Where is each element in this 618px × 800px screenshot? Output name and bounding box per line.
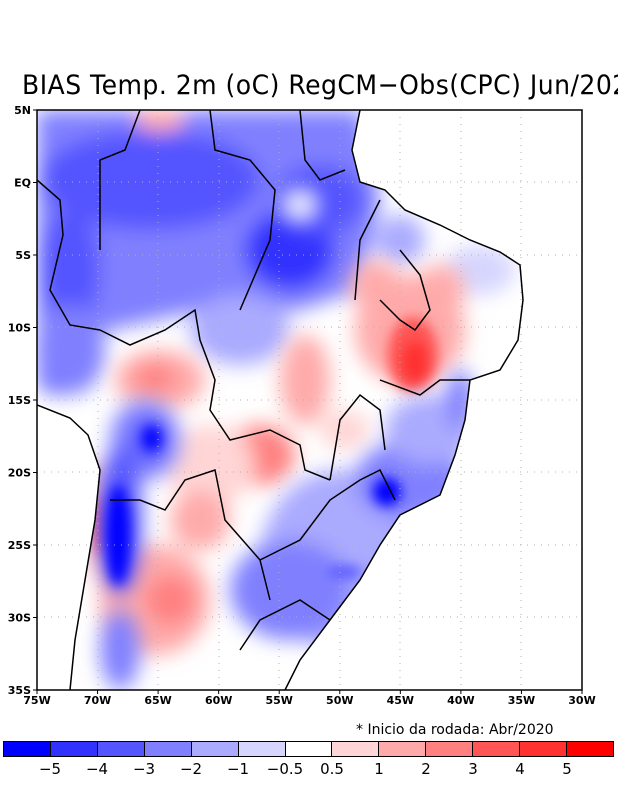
colorbar-segment [191,742,239,756]
colorbar-label: 0.5 [320,760,344,778]
grid-lines [37,110,582,690]
colorbar-segment [144,742,192,756]
colorbar-label: 5 [562,760,572,778]
y-tick-label: 20S [8,467,31,480]
anomaly-field [37,110,523,690]
colorbar-label: −5 [38,760,62,778]
colorbar-label: −0.5 [266,760,304,778]
colorbar-label: −1 [226,760,250,778]
colorbar-label: 1 [374,760,384,778]
x-tick-label: 30W [568,694,595,707]
colorbar-segment [426,742,474,756]
colorbar-segment [520,742,568,756]
colorbar-segment [97,742,145,756]
x-tick-label: 75W [23,694,50,707]
colorbar-segment [567,742,613,756]
axis-ticks: 75W 70W 65W 60W 55W 50W 45W 40W 35W 30W 5N EQ 5S 10S 1… [8,104,596,707]
y-tick-label: 5S [15,249,31,262]
colorbar-segment [332,742,380,756]
x-tick-label: 45W [387,694,414,707]
x-tick-label: 50W [326,694,353,707]
colorbar-segment [50,742,98,756]
colorbar-label: 2 [421,760,431,778]
x-tick-label: 35W [508,694,535,707]
y-tick-label: 10S [8,322,31,335]
colorbar-segment [4,742,51,756]
colorbar-label: −2 [179,760,203,778]
y-tick-label: 15S [8,394,31,407]
country-borders [37,110,524,690]
y-tick-label: 30S [8,612,31,625]
colorbar-label: −3 [132,760,156,778]
y-tick-label: 35S [8,684,31,697]
colorbar-label: 3 [468,760,478,778]
y-tick-label: 25S [8,539,31,552]
colorbar-segment [285,742,333,756]
run-start-note: * Inicio da rodada: Abr/2020 [356,722,554,738]
x-tick-label: 55W [265,694,292,707]
x-tick-label: 65W [144,694,171,707]
colorbar-segment [238,742,286,756]
colorbar-label: 4 [515,760,525,778]
x-tick-label: 60W [205,694,232,707]
x-tick-label: 40W [447,694,474,707]
chart-title: BIAS Temp. 2m (oC) RegCM−Obs(CPC) Jun/20… [22,70,618,101]
colorbar-segment [473,742,521,756]
colorbar-label: −4 [85,760,109,778]
colorbar-segment [379,742,427,756]
colorbar [3,741,614,757]
map-panel: 75W 70W 65W 60W 55W 50W 45W 40W 35W 30W 5N EQ 5S 10S 1… [8,104,596,707]
y-tick-label: EQ [14,177,31,190]
y-tick-label: 5N [14,104,31,117]
x-tick-label: 70W [84,694,111,707]
